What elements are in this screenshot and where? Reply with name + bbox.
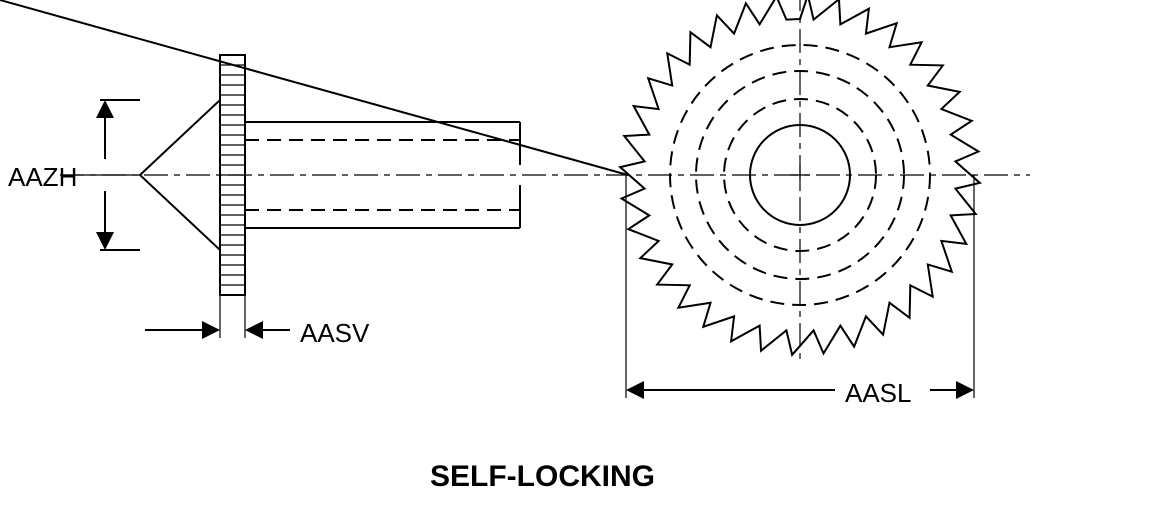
label-aasl: AASL xyxy=(845,378,912,409)
diagram-svg xyxy=(0,0,1168,531)
label-aasv: AASV xyxy=(300,318,369,349)
diagram-stage: AAZH AASV AASL SELF-LOCKING xyxy=(0,0,1168,531)
label-title: SELF-LOCKING xyxy=(430,460,655,494)
label-aazh: AAZH xyxy=(8,162,77,193)
